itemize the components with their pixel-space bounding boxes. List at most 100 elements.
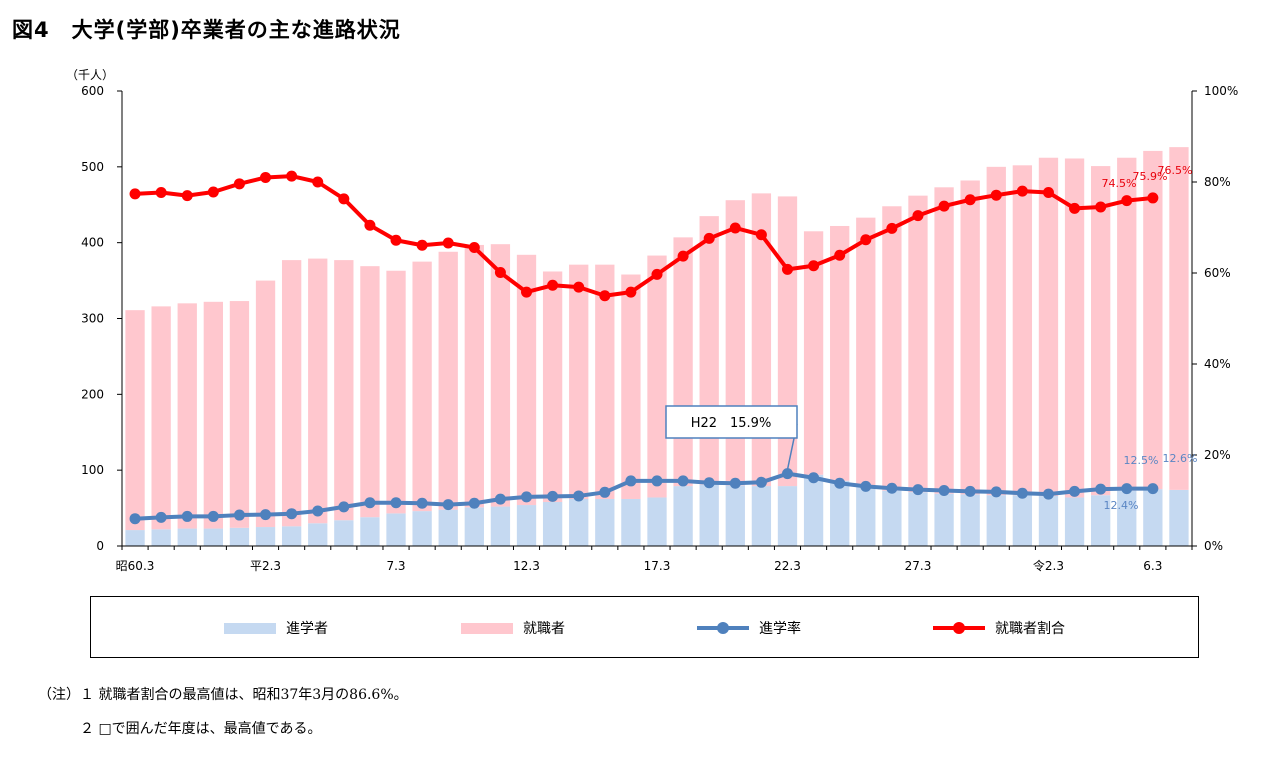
- legend-swatch-enrollment-rate: [697, 622, 749, 634]
- y-tick-label: 100: [81, 463, 104, 477]
- bar-enrolled: [125, 530, 145, 546]
- y-tick-label: 500: [81, 160, 104, 174]
- employment-ratio-point: [651, 268, 663, 280]
- employment-ratio-point: [677, 250, 689, 262]
- enrollment-rate-point: [181, 510, 193, 522]
- bar-employed: [1169, 147, 1189, 490]
- enrollment-rate-point: [260, 509, 272, 521]
- employment-ratio-point: [416, 239, 428, 251]
- employment-ratio-point: [755, 229, 767, 241]
- enrollment-rate-point: [129, 513, 141, 525]
- employment-ratio-point: [286, 170, 298, 182]
- bar-enrolled: [412, 511, 432, 546]
- combo-chart: 0 100 200 300 400 500 600 （千人） 0% 20% 40% 60% 80% 100…: [66, 68, 1238, 573]
- bar-employed: [203, 301, 223, 529]
- bar-enrolled: [438, 509, 458, 546]
- employment-ratio-point: [1095, 201, 1107, 213]
- bar-employed: [699, 216, 719, 485]
- employment-ratio-line: [134, 174, 1154, 298]
- enrollment-rate-point: [781, 468, 793, 480]
- callout-box: [665, 405, 798, 439]
- enrollment-rate-point: [286, 508, 298, 520]
- enrollment-rate-point: [573, 490, 585, 502]
- bar-employed: [151, 306, 171, 530]
- employment-ratio-point: [1147, 192, 1159, 204]
- y2-tick-label: 40%: [1204, 357, 1231, 371]
- bar-enrolled: [830, 480, 850, 546]
- enrollment-rate-point: [207, 510, 219, 522]
- bar-enrolled: [386, 513, 406, 546]
- enrollment-rate-point: [155, 511, 167, 523]
- enrollment-rate-point: [651, 475, 663, 487]
- employment-ratio-point: [599, 290, 611, 302]
- bar-employed: [725, 200, 745, 486]
- bars-layer: [125, 147, 1189, 546]
- employment-ratio-point: [521, 286, 533, 298]
- employment-ratio-point: [912, 210, 924, 222]
- bar-employed: [882, 206, 902, 491]
- bar-employed: [908, 195, 928, 493]
- employment-ratio-point: [129, 188, 141, 200]
- bar-enrolled: [308, 523, 328, 546]
- employment-ratio-point: [468, 242, 480, 254]
- bar-employed: [255, 280, 276, 528]
- employment-ratio-point: [573, 281, 585, 293]
- employment-ratio-point: [938, 200, 950, 212]
- legend-item-employed: 就職者: [461, 619, 565, 637]
- employment-ratio-point: [1121, 195, 1133, 207]
- enrollment-rate-point: [990, 486, 1002, 498]
- bar-enrolled: [986, 495, 1006, 546]
- bar-employed: [569, 264, 589, 499]
- enrollment-rate-point: [1069, 485, 1081, 497]
- employment-ratio-point: [886, 222, 898, 234]
- legend-label-enrollment-rate: 進学率: [759, 621, 801, 637]
- y-tick-label: 0: [96, 539, 104, 553]
- bar-enrolled: [960, 494, 980, 546]
- employment-ratio-point: [990, 189, 1002, 201]
- employment-ratio-point: [181, 190, 193, 202]
- employment-ratio-point: [260, 171, 272, 183]
- bar-enrolled: [777, 486, 798, 546]
- enrollment-rate-point: [1121, 483, 1133, 495]
- y-tick-label: 400: [81, 236, 104, 250]
- data-label-enrollment-r5: 12.4%: [1104, 499, 1139, 512]
- bar-employed: [334, 260, 354, 521]
- employment-ratio-point: [1016, 185, 1028, 197]
- enrollment-rate-point: [1016, 487, 1028, 499]
- enrollment-rate-point: [494, 493, 506, 505]
- bar-enrolled: [229, 527, 250, 546]
- bar-enrolled: [673, 486, 693, 546]
- employment-ratio-point: [207, 186, 219, 198]
- y2-tick-label: 20%: [1204, 448, 1231, 462]
- figure-title: 図4 大学(学部)卒業者の主な進路状況: [12, 18, 401, 42]
- enrollment-rate-point: [1042, 488, 1054, 500]
- employment-ratio-point: [233, 178, 245, 190]
- bar-enrolled: [569, 498, 589, 546]
- enrollment-rate-point: [964, 485, 976, 497]
- bar-enrolled: [203, 528, 223, 546]
- x-tick-label: 平2.3: [250, 559, 281, 573]
- bar-employed: [986, 166, 1006, 496]
- enrollment-rate-point: [938, 484, 950, 496]
- employment-ratio-point: [964, 194, 976, 206]
- data-label-enrollment-r3: 12.5%: [1124, 454, 1159, 467]
- y-unit-label: （千人）: [66, 68, 114, 82]
- bar-employed: [1143, 150, 1163, 490]
- bar-employed: [1091, 166, 1111, 496]
- bar-enrolled: [1117, 490, 1137, 546]
- data-label-employment-r4: 74.5%: [1102, 177, 1137, 190]
- enrollment-rate-point: [547, 490, 559, 502]
- y-tick-label: 600: [81, 84, 104, 98]
- employment-ratio-point: [390, 234, 402, 246]
- labels-layer: H22 15.9% 12.5% 12.6% 12.4% 74.5%75.9%76.5%: [665, 164, 1197, 512]
- enrollment-rate-point: [1147, 483, 1159, 495]
- bar-enrolled: [151, 529, 171, 546]
- y2-tick-label: 60%: [1204, 266, 1231, 280]
- legend-swatch-enrolled: [224, 622, 276, 634]
- x-tick-label: 22.3: [774, 559, 801, 573]
- enrollment-rate-point: [886, 482, 898, 494]
- bar-enrolled: [621, 498, 641, 546]
- bar-enrolled: [1038, 495, 1059, 546]
- employment-ratio-point: [547, 279, 559, 291]
- employment-ratio-point: [729, 222, 741, 234]
